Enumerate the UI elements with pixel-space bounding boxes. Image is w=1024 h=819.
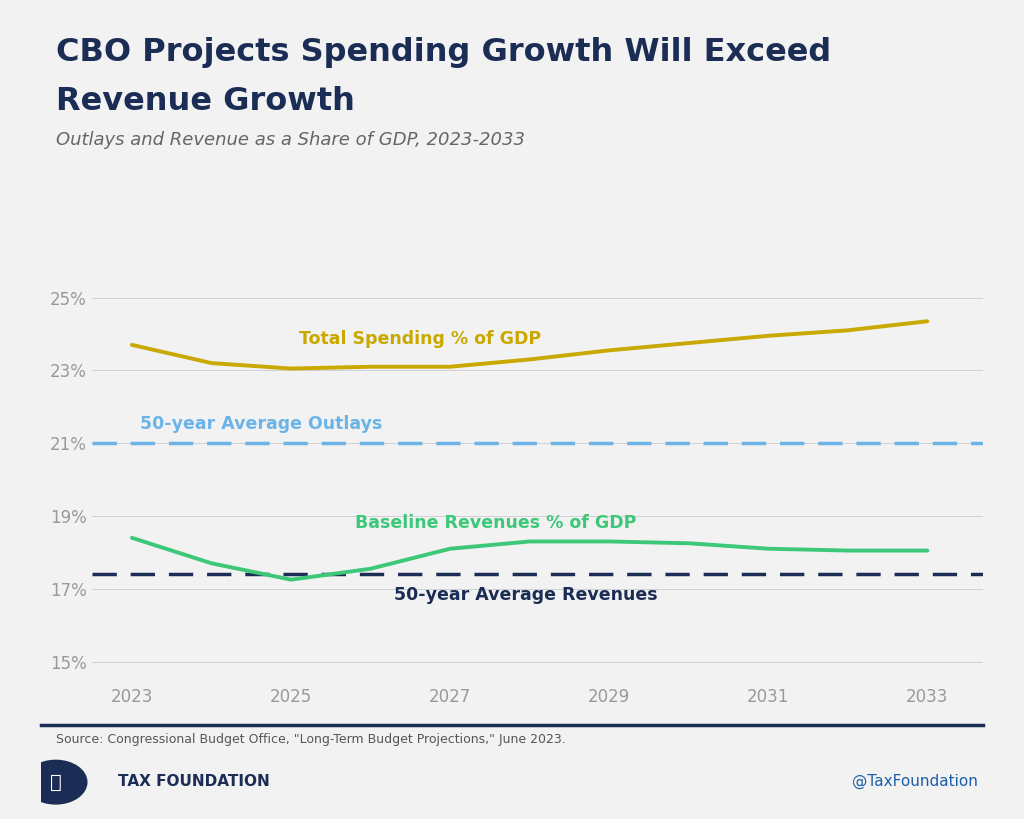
Text: 50-year Average Outlays: 50-year Average Outlays [140, 415, 382, 433]
Circle shape [25, 760, 87, 804]
Text: Total Spending % of GDP: Total Spending % of GDP [299, 330, 541, 348]
Text: 50-year Average Revenues: 50-year Average Revenues [394, 586, 658, 604]
Text: @TaxFoundation: @TaxFoundation [852, 774, 978, 789]
Text: Source: Congressional Budget Office, "Long-Term Budget Projections," June 2023.: Source: Congressional Budget Office, "Lo… [56, 733, 566, 746]
Text: CBO Projects Spending Growth Will Exceed: CBO Projects Spending Growth Will Exceed [56, 37, 831, 68]
Text: 🏛: 🏛 [50, 772, 61, 792]
Text: TAX FOUNDATION: TAX FOUNDATION [118, 774, 269, 789]
Text: Baseline Revenues % of GDP: Baseline Revenues % of GDP [354, 514, 636, 532]
Text: Outlays and Revenue as a Share of GDP, 2023-2033: Outlays and Revenue as a Share of GDP, 2… [56, 131, 525, 149]
Text: Revenue Growth: Revenue Growth [56, 86, 355, 117]
